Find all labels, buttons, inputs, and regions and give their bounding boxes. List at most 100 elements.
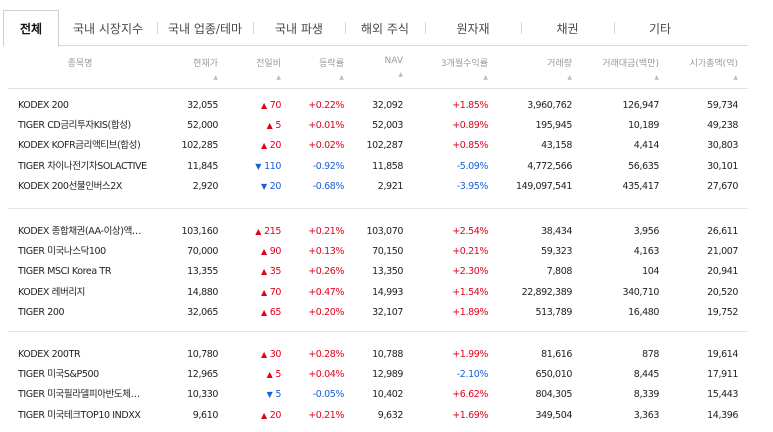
table-row[interactable]: KODEX 레버리지 14,880 ▲ 70 +0.47% 14,993 +1.54% 22,… — [0, 283, 773, 303]
arrow-up-icon: ▲ — [266, 370, 273, 380]
tab-0[interactable]: 전체 — [3, 10, 59, 47]
current-price: 13,355 — [187, 266, 218, 278]
col-header-change[interactable]: 전일비 ▲ — [226, 56, 281, 81]
trade-volume: 195,945 — [535, 120, 573, 132]
change-rate: +0.02% — [308, 140, 344, 152]
change-amount: 5 — [275, 120, 281, 132]
col-header-nav[interactable]: NAV ▲ — [346, 56, 403, 78]
change-rate: +0.28% — [308, 349, 344, 360]
etf-name[interactable]: KODEX 200TR — [18, 349, 81, 360]
arrow-up-icon: ▲ — [260, 247, 267, 257]
col-header-name[interactable]: 종목명 — [0, 56, 160, 69]
change-amount: 35 — [269, 266, 281, 278]
table-row[interactable]: TIGER 미국S&P500 12,965 ▲ 5 +0.04% 12,989 -2.10%… — [0, 365, 773, 385]
table-row[interactable]: KODEX 200 32,055 ▲ 70 +0.22% 32,092 +1.85% 3,96… — [0, 96, 773, 116]
market-cap: 30,803 — [707, 140, 738, 152]
tab-3[interactable]: 국내 파생 — [253, 10, 345, 46]
trade-volume: 4,772,566 — [527, 160, 572, 172]
return-3m: +0.89% — [452, 120, 488, 132]
arrow-up-icon: ▲ — [260, 141, 267, 151]
change-amount: 65 — [269, 306, 281, 318]
table-row[interactable]: TIGER 200 32,065 ▲ 65 +0.20% 32,107 +1.89% 513,… — [0, 303, 773, 323]
col-header-market-cap[interactable]: 시가총액(억) ▲ — [668, 56, 738, 81]
group-divider — [8, 208, 748, 209]
tab-label: 채권 — [556, 21, 579, 36]
nav-value: 2,921 — [377, 180, 403, 192]
col-header-label: 시가총액(억) — [689, 59, 738, 69]
tab-4[interactable]: 해외 주식 — [345, 10, 425, 46]
tab-5[interactable]: 원자재 — [425, 10, 521, 46]
change-value: ▲ 65 — [226, 303, 281, 323]
change-value: ▲ 5 — [226, 116, 281, 136]
tab-6[interactable]: 채권 — [521, 10, 614, 46]
etf-name[interactable]: KODEX 종합채권(AA-이상)액… — [18, 226, 142, 237]
table-row[interactable]: TIGER CD금리투자KIS(합성) 52,000 ▲ 5 +0.01% 52,003 +… — [0, 116, 773, 136]
col-header-return3m[interactable]: 3개월수익률 ▲ — [420, 56, 488, 81]
nav-value: 9,632 — [377, 409, 403, 421]
change-value: ▼ 110 — [226, 157, 281, 177]
market-cap: 26,611 — [707, 226, 738, 237]
nav-value: 11,858 — [372, 160, 403, 172]
table-row[interactable]: TIGER 차이나전기차SOLACTIVE 11,845 ▼ 110 -0.92% 11,… — [0, 157, 773, 177]
current-price: 2,920 — [192, 180, 218, 192]
table-row[interactable]: KODEX KOFR금리액티브(합성) 102,285 ▲ 20 +0.02% 102,2… — [0, 136, 773, 156]
current-price: 11,845 — [187, 160, 218, 172]
market-cap: 15,443 — [707, 389, 738, 401]
col-header-price[interactable]: 현재가 ▲ — [160, 56, 218, 81]
return-3m: +0.21% — [452, 246, 488, 258]
current-price: 10,780 — [187, 349, 218, 360]
trade-amount: 3,956 — [633, 226, 659, 237]
trade-amount: 878 — [642, 349, 659, 360]
tab-2[interactable]: 국내 업종/테마 — [157, 10, 253, 46]
change-amount: 30 — [269, 349, 281, 360]
change-rate: +0.22% — [308, 100, 344, 111]
etf-name[interactable]: TIGER 차이나전기차SOLACTIVE — [18, 160, 147, 172]
trade-amount: 126,947 — [622, 100, 660, 111]
change-rate: +0.47% — [308, 286, 344, 298]
current-price: 9,610 — [192, 409, 218, 421]
change-rate: -0.05% — [312, 389, 344, 401]
change-rate: +0.21% — [308, 409, 344, 421]
etf-name[interactable]: TIGER 200 — [18, 306, 65, 318]
table-row[interactable]: KODEX 200TR 10,780 ▲ 30 +0.28% 10,788 +1.99% 81… — [0, 345, 773, 365]
etf-name[interactable]: TIGER MSCI Korea TR — [18, 266, 112, 278]
return-3m: +2.30% — [452, 266, 488, 278]
etf-name[interactable]: TIGER CD금리투자KIS(합성) — [18, 120, 131, 132]
arrow-up-icon: ▲ — [260, 267, 267, 277]
market-cap: 49,238 — [707, 120, 738, 132]
tab-1[interactable]: 국내 시장지수 — [59, 10, 157, 46]
table-row[interactable]: TIGER 미국테크TOP10 INDXX 9,610 ▲ 20 +0.21% 9,632… — [0, 406, 773, 426]
change-amount: 70 — [269, 286, 281, 298]
tab-label: 국내 시장지수 — [72, 21, 144, 36]
change-amount: 70 — [269, 100, 281, 111]
etf-name[interactable]: KODEX KOFR금리액티브(합성) — [18, 140, 141, 152]
etf-name[interactable]: TIGER 미국S&P500 — [18, 369, 99, 381]
change-amount: 20 — [269, 409, 281, 421]
table-row[interactable]: KODEX 종합채권(AA-이상)액… 103,160 ▲ 215 +0.21% 103,… — [0, 222, 773, 242]
current-price: 10,330 — [187, 389, 218, 401]
table-row[interactable]: TIGER 미국필라델피아반도체… 10,330 ▼ 5 -0.05% 10,402 +6.… — [0, 385, 773, 405]
current-price: 12,965 — [187, 369, 218, 381]
etf-name[interactable]: KODEX 200 — [18, 100, 69, 111]
arrow-down-icon: ▼ — [255, 161, 262, 171]
col-header-amount[interactable]: 거래대금(백만) ▲ — [580, 56, 659, 81]
tab-7[interactable]: 기타 — [614, 10, 706, 46]
etf-name[interactable]: KODEX 레버리지 — [18, 286, 85, 298]
table-row[interactable]: TIGER MSCI Korea TR 13,355 ▲ 35 +0.26% 13,350… — [0, 262, 773, 282]
trade-amount: 10,189 — [628, 120, 659, 132]
table-row[interactable]: TIGER 미국나스닥100 70,000 ▲ 90 +0.13% 70,150 +0.21… — [0, 242, 773, 262]
etf-name[interactable]: TIGER 미국필라델피아반도체… — [18, 389, 140, 401]
etf-name[interactable]: KODEX 200선물인버스2X — [18, 180, 123, 192]
col-header-label: NAV — [384, 56, 403, 66]
col-header-label: 현재가 — [193, 59, 218, 69]
etf-name[interactable]: TIGER 미국테크TOP10 INDXX — [18, 409, 141, 421]
etf-name[interactable]: TIGER 미국나스닥100 — [18, 246, 106, 258]
col-header-volume[interactable]: 거래량 ▲ — [496, 56, 572, 81]
sort-up-icon: ▲ — [398, 71, 403, 78]
nav-value: 32,107 — [372, 306, 403, 318]
return-3m: +1.99% — [452, 349, 488, 360]
table-row[interactable]: KODEX 200선물인버스2X 2,920 ▼ 20 -0.68% 2,921 -3.95… — [0, 177, 773, 197]
nav-value: 12,989 — [372, 369, 403, 381]
change-value: ▲ 70 — [226, 283, 281, 303]
col-header-rate[interactable]: 등락률 ▲ — [284, 56, 344, 81]
